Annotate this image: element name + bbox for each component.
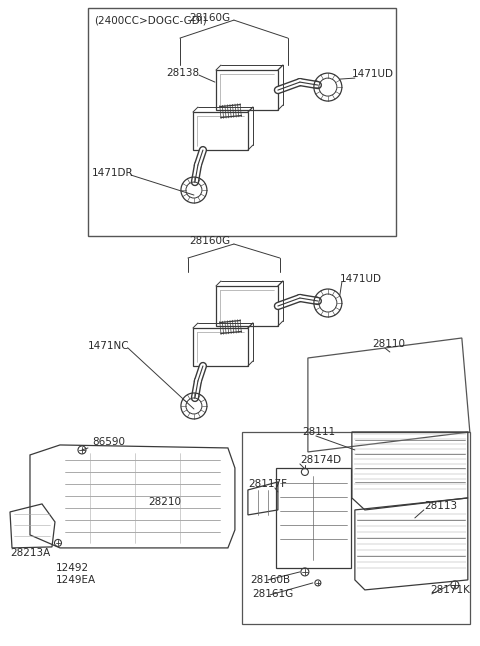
Text: 1471NC: 1471NC (88, 341, 130, 351)
Bar (216, 70, 278, 110)
Text: 1471UD: 1471UD (352, 69, 394, 79)
Bar (216, 286, 278, 326)
Text: 28210: 28210 (148, 497, 181, 507)
Bar (88, 8, 396, 236)
Text: 28160G: 28160G (190, 13, 230, 23)
Text: 1249EA: 1249EA (56, 575, 96, 585)
Text: 28113: 28113 (424, 501, 457, 511)
Text: 28160G: 28160G (190, 236, 230, 246)
Bar (193, 112, 248, 150)
Text: 1471DR: 1471DR (92, 168, 133, 178)
Bar (193, 328, 248, 366)
Text: 28138: 28138 (166, 68, 199, 78)
Text: 12492: 12492 (56, 563, 89, 573)
Text: 28160B: 28160B (250, 575, 290, 585)
Bar (242, 432, 470, 624)
Text: (2400CC>DOGC-GDI): (2400CC>DOGC-GDI) (94, 15, 207, 25)
Text: 28117F: 28117F (248, 479, 287, 489)
Text: 28110: 28110 (372, 339, 405, 349)
Text: 28111: 28111 (302, 427, 335, 437)
Text: 28171K: 28171K (430, 585, 470, 595)
Bar (276, 468, 351, 568)
Text: 28174D: 28174D (300, 455, 341, 465)
Text: 86590: 86590 (92, 437, 125, 447)
Text: 28161G: 28161G (252, 589, 293, 599)
Text: 28213A: 28213A (10, 548, 50, 558)
Text: 1471UD: 1471UD (340, 274, 382, 284)
